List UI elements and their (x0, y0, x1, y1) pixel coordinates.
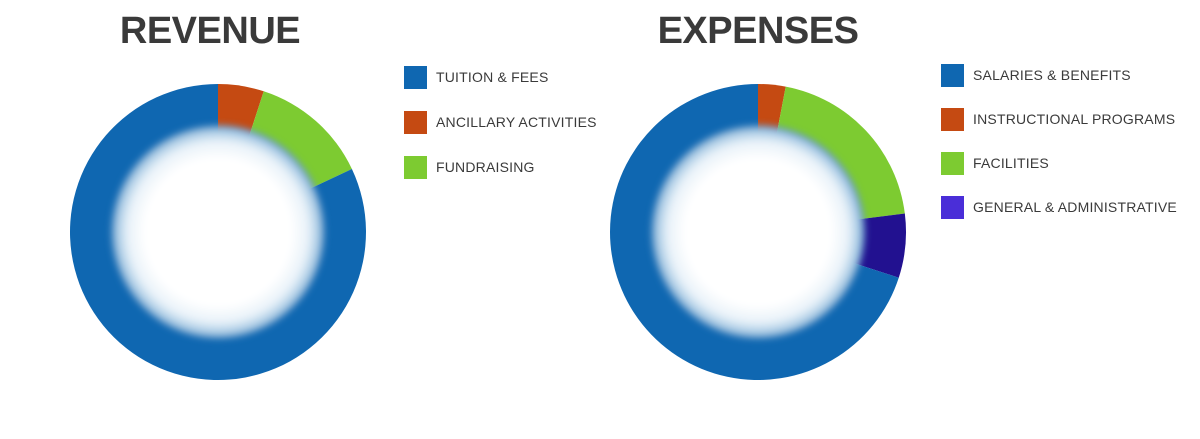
legend-swatch-general-administrative (941, 196, 964, 219)
expenses-legend: SALARIES & BENEFITS INSTRUCTIONAL PROGRA… (941, 64, 1177, 240)
legend-swatch-fundraising (404, 156, 427, 179)
legend-item-salaries-benefits: SALARIES & BENEFITS (941, 64, 1177, 87)
legend-swatch-tuition-fees (404, 66, 427, 89)
donut-hole (651, 125, 865, 339)
legend-item-facilities: FACILITIES (941, 152, 1177, 175)
legend-item-instructional-programs: INSTRUCTIONAL PROGRAMS (941, 108, 1177, 131)
legend-item-fundraising: FUNDRAISING (404, 156, 597, 179)
legend-label-facilities: FACILITIES (973, 155, 1049, 171)
legend-swatch-ancillary-activities (404, 111, 427, 134)
legend-item-tuition-fees: TUITION & FEES (404, 66, 597, 89)
expenses-title: EXPENSES (657, 10, 859, 52)
legend-item-ancillary-activities: ANCILLARY ACTIVITIES (404, 111, 597, 134)
legend-label-general-administrative: GENERAL & ADMINISTRATIVE (973, 199, 1177, 215)
legend-label-tuition-fees: TUITION & FEES (436, 69, 549, 85)
legend-label-ancillary-activities: ANCILLARY ACTIVITIES (436, 114, 597, 130)
legend-label-fundraising: FUNDRAISING (436, 159, 535, 175)
legend-swatch-salaries-benefits (941, 64, 964, 87)
revenue-legend: TUITION & FEES ANCILLARY ACTIVITIES FUND… (404, 66, 597, 201)
legend-item-general-administrative: GENERAL & ADMINISTRATIVE (941, 196, 1177, 219)
legend-label-salaries-benefits: SALARIES & BENEFITS (973, 67, 1131, 83)
donut-hole (111, 125, 325, 339)
revenue-title: REVENUE (119, 10, 301, 52)
legend-swatch-facilities (941, 152, 964, 175)
revenue-donut-chart (69, 84, 366, 380)
expenses-donut-chart (610, 84, 906, 380)
legend-label-instructional-programs: INSTRUCTIONAL PROGRAMS (973, 111, 1176, 127)
legend-swatch-instructional-programs (941, 108, 964, 131)
